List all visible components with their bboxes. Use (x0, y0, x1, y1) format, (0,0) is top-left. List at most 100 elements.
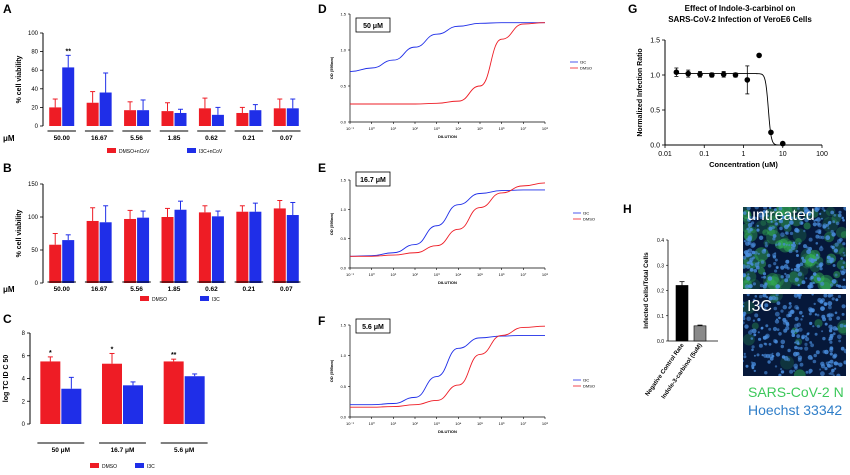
micrograph-green-signal (760, 219, 767, 226)
micrograph-nucleus (781, 215, 785, 219)
micrograph-nucleus (794, 267, 797, 271)
panel-b-bar (249, 211, 262, 283)
micrograph-nucleus (816, 277, 819, 280)
micrograph-nucleus (799, 310, 803, 315)
panel-e-ylabel: OD (595nm) (329, 212, 334, 235)
micrograph-nucleus (792, 241, 796, 245)
micrograph-nucleus (789, 216, 793, 220)
micrograph-nucleus (762, 210, 767, 214)
panel-a-bar (161, 111, 174, 126)
panel-b-bar (174, 209, 187, 283)
micrograph-nucleus (794, 366, 798, 370)
panel-a-category-label: 1.85 (168, 135, 181, 142)
micrograph-nucleus (819, 212, 822, 215)
panel-f-series-line (349, 325, 546, 408)
panel-f-legend-label: I3C (583, 378, 589, 383)
micrograph-nucleus (828, 336, 833, 341)
panel-a-legend-swatch (107, 148, 116, 153)
panel-e-series-line (349, 189, 545, 257)
panel-f-xtick-label: 10¹ (390, 421, 396, 426)
micrograph-nucleus (791, 333, 796, 337)
micrograph-nucleus (806, 332, 810, 336)
micrograph-nucleus (753, 269, 758, 273)
micrograph-nucleus (831, 245, 835, 250)
micrograph-nucleus (821, 207, 825, 210)
micrograph-nucleus (784, 272, 787, 275)
micrograph-nucleus (830, 364, 834, 368)
panel-g-data-point (744, 77, 751, 83)
micrograph-nucleus (762, 272, 767, 276)
micrograph-nucleus (830, 210, 835, 215)
micrograph-nucleus (816, 265, 819, 268)
micrograph-nucleus (809, 321, 813, 325)
micrograph-nucleus (743, 305, 745, 308)
panel-b-category-label: 16.67 (91, 286, 108, 293)
micrograph-nucleus (797, 294, 802, 298)
micrograph-nucleus (744, 324, 749, 329)
micrograph-nucleus (805, 337, 810, 342)
micrograph-nucleus (768, 327, 772, 331)
micrograph-nucleus (753, 354, 756, 357)
panel-c-ytick-label: 2 (22, 399, 26, 405)
micrograph-nucleus (763, 307, 767, 311)
micrograph-green-signal (743, 301, 755, 314)
panel-letter-g: G (628, 2, 637, 16)
panel-b-legend-swatch (140, 296, 149, 301)
micrograph-nucleus (761, 354, 764, 357)
micrograph-nucleus (843, 254, 846, 257)
panel-b-bar (236, 211, 249, 283)
micrograph-nucleus (773, 306, 778, 311)
panel-b-unit-label: μM (3, 285, 15, 294)
micrograph-nucleus (832, 280, 836, 284)
micrograph-nucleus (765, 324, 769, 328)
micrograph-green-signal (778, 238, 793, 253)
panel-a-bar (211, 114, 224, 126)
micrograph-nucleus (743, 311, 747, 317)
micrograph-nucleus (842, 285, 846, 289)
panel-f-concentration-box (355, 318, 391, 334)
micrograph-nucleus (780, 265, 785, 270)
micrograph-nucleus (834, 367, 837, 370)
panel-c-significance: ** (171, 352, 177, 359)
micrograph-nucleus (823, 294, 828, 298)
panel-g-data-point (697, 71, 703, 78)
micrograph-nucleus (788, 302, 792, 305)
micrograph-nucleus (815, 242, 819, 245)
micrograph-nucleus (747, 248, 753, 254)
panel-letter-c: C (3, 312, 12, 326)
micrograph-nucleus (788, 306, 791, 310)
micrograph-nucleus (758, 337, 762, 341)
panel-a-bar (124, 110, 137, 126)
micrograph-nucleus (775, 213, 779, 217)
micrograph-nucleus (782, 320, 787, 325)
micrograph-nucleus (794, 277, 799, 282)
micrograph-nucleus (759, 304, 763, 308)
panel-c-bar (40, 361, 61, 424)
micrograph-nucleus (752, 282, 756, 286)
panel-e-concentration-label: 16.7 μM (360, 177, 386, 184)
micrograph-nucleus (747, 222, 753, 228)
panel-f-ytick-label: 1.0 (340, 353, 346, 358)
micrograph-nucleus (795, 351, 800, 356)
micrograph-nucleus (828, 324, 833, 329)
micrograph-nucleus (813, 302, 816, 306)
micrograph-nucleus (828, 317, 833, 321)
micrograph-nucleus (743, 301, 745, 304)
panel-g-title: Effect of Indole-3-carbinol on (685, 4, 796, 13)
panel-letter-e: E (318, 161, 326, 175)
micrograph-green-signal (814, 319, 823, 328)
micrograph-untreated-canvas (743, 207, 846, 289)
panel-e-ytick-label: 0.5 (340, 236, 346, 241)
panel-c-significance: * (111, 346, 114, 353)
panel-f-xtick-label: 10⁵ (477, 421, 483, 426)
panel-a-bar (236, 112, 249, 126)
micrograph-nucleus (751, 328, 757, 334)
micrograph-nucleus (838, 210, 842, 214)
micrograph-green-signal (793, 369, 806, 376)
panel-g-xlabel: Concentration (uM) (709, 160, 778, 169)
micrograph-nucleus (803, 244, 807, 249)
micrograph-nucleus (774, 218, 777, 222)
micrograph-nucleus (782, 305, 787, 310)
panel-a-ytick-label: 100 (28, 31, 39, 37)
panel-a-bar (137, 110, 150, 126)
